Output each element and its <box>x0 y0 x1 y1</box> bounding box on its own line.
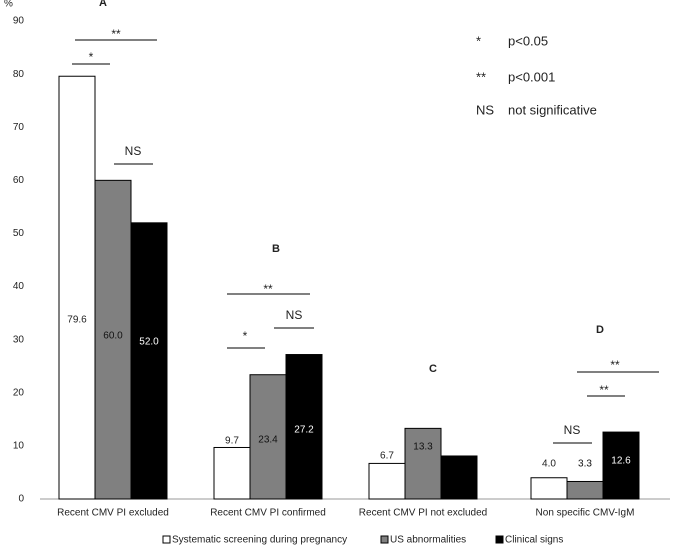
value-label: 4.0 <box>542 459 556 470</box>
y-tick-label: 70 <box>13 122 25 133</box>
y-tick-label: 30 <box>13 334 25 345</box>
value-label: 9.7 <box>225 436 239 447</box>
group-letter: B <box>272 243 280 255</box>
y-tick-label: 60 <box>13 175 25 186</box>
key-symbol: * <box>476 33 481 48</box>
value-label: 8.1 <box>452 447 466 458</box>
bar <box>249 374 287 500</box>
value-label: 3.3 <box>578 459 592 470</box>
value-label: 27.2 <box>294 425 314 436</box>
significance-label: ** <box>111 27 121 41</box>
y-axis-label: % <box>4 0 13 10</box>
legend-label: US abnormalities <box>390 535 466 546</box>
x-tick-label: Recent CMV PI not excluded <box>359 508 487 519</box>
legend-swatch <box>162 535 171 544</box>
bar <box>566 480 604 500</box>
significance-label: * <box>89 50 94 64</box>
key-meaning: not significative <box>508 102 597 117</box>
value-label: 52.0 <box>139 337 159 348</box>
value-label: 6.7 <box>380 451 394 462</box>
significance-label: NS <box>564 423 581 437</box>
significance-label: * <box>243 329 248 343</box>
group-letter: D <box>596 324 604 336</box>
y-tick-label: 50 <box>13 228 25 239</box>
bar <box>213 446 251 500</box>
x-tick-label: Recent CMV PI confirmed <box>210 508 326 519</box>
value-label: 13.3 <box>413 442 433 453</box>
y-tick-label: 40 <box>13 281 25 292</box>
significance-label: ** <box>610 358 620 372</box>
bar <box>368 462 406 500</box>
significance-label: NS <box>286 308 303 322</box>
y-tick-label: 80 <box>13 69 25 80</box>
key-symbol: ** <box>476 69 486 84</box>
value-label: 60.0 <box>103 331 123 342</box>
y-tick-label: 10 <box>13 441 25 452</box>
group-letter: A <box>99 0 107 9</box>
bar <box>58 75 96 500</box>
bar <box>602 431 640 500</box>
significance-label: NS <box>125 144 142 158</box>
significance-label: ** <box>263 282 273 296</box>
bar <box>404 427 442 500</box>
bar <box>440 455 478 500</box>
bar <box>285 354 323 500</box>
value-label: 12.6 <box>611 456 631 467</box>
y-tick-label: 90 <box>13 16 25 27</box>
key-meaning: p<0.05 <box>508 33 548 48</box>
legend-swatch <box>380 535 389 544</box>
value-label: 79.6 <box>67 315 87 326</box>
significance-label: ** <box>599 383 609 397</box>
y-tick-label: 20 <box>13 387 25 398</box>
group-letter: C <box>429 363 437 375</box>
legend-label: Systematic screening during pregnancy <box>172 535 347 546</box>
bar <box>530 477 568 500</box>
key-meaning: p<0.001 <box>508 69 555 84</box>
key-symbol: NS <box>476 102 494 117</box>
value-label: 23.4 <box>258 435 278 446</box>
legend-label: Clinical signs <box>505 535 563 546</box>
x-tick-label: Recent CMV PI excluded <box>57 508 169 519</box>
y-tick-label: 0 <box>18 494 24 505</box>
x-tick-label: Non specific CMV-IgM <box>536 508 635 519</box>
bar <box>130 222 168 500</box>
legend-swatch <box>495 535 504 544</box>
